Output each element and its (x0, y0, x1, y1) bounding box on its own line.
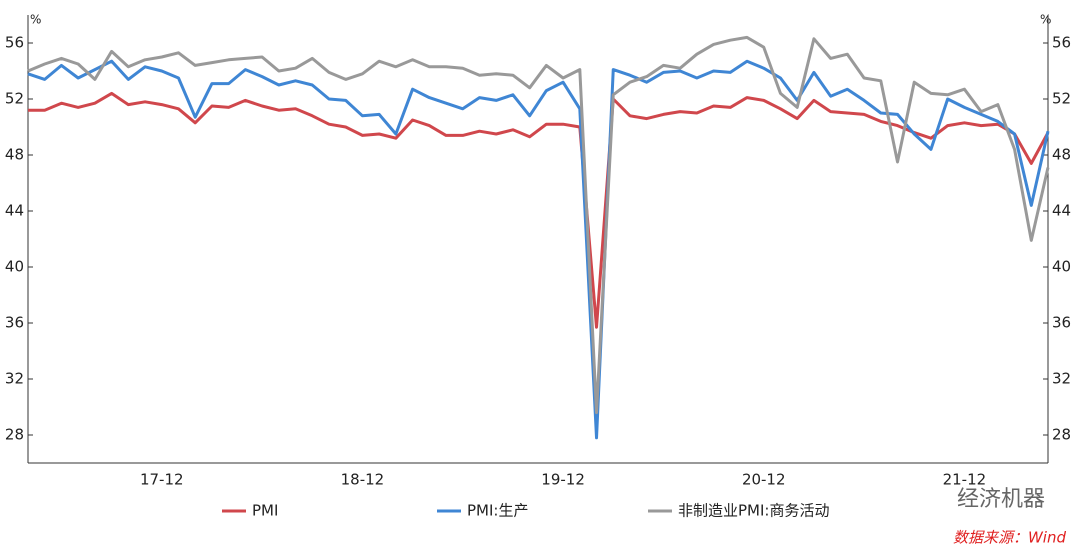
y-tick-label: 52 (5, 90, 24, 108)
x-tick-label: 20-12 (742, 471, 786, 489)
series-line (28, 91, 1050, 329)
y-tick-label: 56 (5, 34, 24, 52)
x-tick-label: 21-12 (943, 471, 987, 489)
series-line (27, 59, 1050, 440)
x-tick-label: 17-12 (140, 471, 184, 489)
watermark: 经济机器 (957, 487, 1045, 512)
x-tick-label: 19-12 (541, 471, 585, 489)
y-tick-label: 40 (1052, 258, 1071, 276)
y-tick-label: 52 (1052, 90, 1071, 108)
series-line (27, 35, 1050, 415)
source: 数据来源：Wind (953, 529, 1067, 546)
y-tick-label: 48 (5, 146, 24, 164)
y-tick-label: 32 (1052, 370, 1071, 388)
y-tick-label: 48 (1052, 146, 1071, 164)
y-tick-label: 40 (5, 258, 24, 276)
y-tick-label: 44 (1052, 202, 1071, 220)
y-tick-label: 36 (5, 314, 24, 332)
y-tick-label: 56 (1052, 34, 1071, 52)
legend-label: 非制造业PMI:商务活动 (678, 502, 829, 520)
y-tick-label: 36 (1052, 314, 1071, 332)
y-unit-left: % (30, 13, 41, 27)
x-tick-label: 18-12 (341, 471, 385, 489)
y-unit-right: % (1040, 13, 1051, 27)
y-tick-label: 28 (1052, 426, 1071, 444)
legend-label: PMI:生产 (467, 502, 528, 520)
y-tick-label: 28 (5, 426, 24, 444)
y-tick-label: 44 (5, 202, 24, 220)
legend-label: PMI (252, 502, 278, 520)
y-tick-label: 32 (5, 370, 24, 388)
